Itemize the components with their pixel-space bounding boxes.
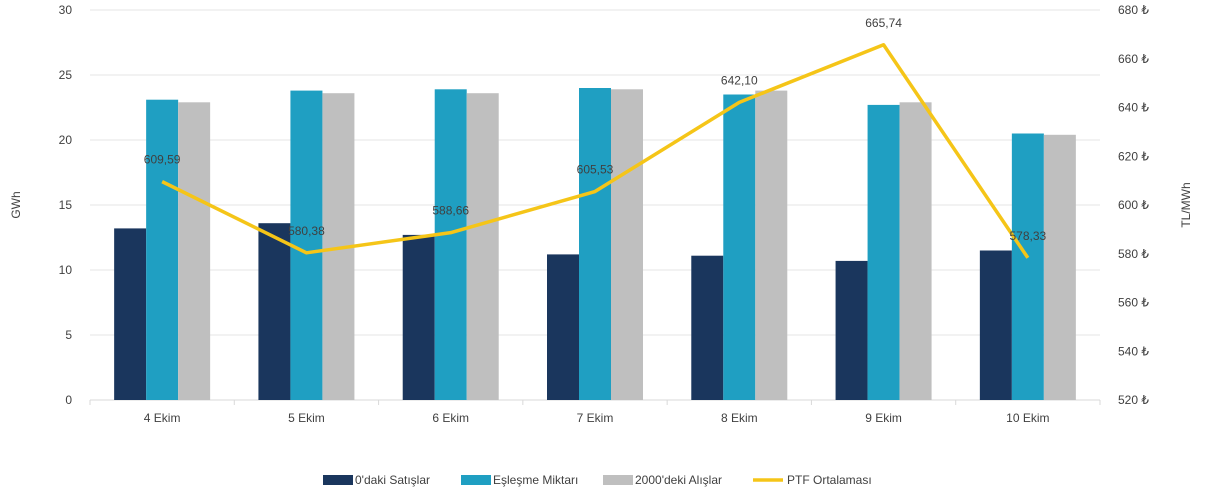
- data-label: 605,53: [577, 163, 614, 177]
- y2-tick-label: 580 ₺: [1118, 247, 1149, 261]
- x-axis: 4 Ekim 5 Ekim 6 Ekim 7 Ekim 8 Ekim 9 Ekim 10 E…: [89, 400, 1101, 425]
- bar: [114, 228, 147, 400]
- bar: [146, 99, 179, 400]
- legend-label: PTF Ortalaması: [787, 473, 872, 487]
- data-label: 588,66: [432, 204, 469, 218]
- bar: [466, 93, 499, 400]
- legend-label: 0'daki Satışlar: [355, 473, 430, 487]
- legend-swatch: [323, 475, 353, 485]
- y2-tick-label: 640 ₺: [1118, 101, 1149, 115]
- legend-swatch: [603, 475, 633, 485]
- y-tick-label: 5: [65, 328, 72, 342]
- y2-tick-label: 660 ₺: [1118, 52, 1149, 66]
- data-label: 609,59: [144, 153, 181, 167]
- data-label: 578,33: [1010, 229, 1047, 243]
- bar: [611, 89, 643, 401]
- y2-tick-label: 520 ₺: [1118, 393, 1149, 407]
- data-label: 665,74: [865, 16, 902, 30]
- y-tick-label: 20: [59, 133, 73, 147]
- y-axis-title: GWh: [9, 191, 23, 218]
- legend-label: Eşleşme Miktarı: [493, 473, 578, 487]
- bar: [723, 94, 756, 400]
- y2-tick-label: 560 ₺: [1118, 296, 1149, 310]
- legend-swatch: [461, 475, 491, 485]
- bar: [290, 90, 323, 400]
- x-tick-label: 7 Ekim: [577, 411, 614, 425]
- bar: [1011, 133, 1044, 400]
- y2-tick-label: 620 ₺: [1118, 149, 1149, 163]
- x-tick-label: 9 Ekim: [865, 411, 902, 425]
- data-label: 580,38: [288, 224, 325, 238]
- y2-tick-label: 540 ₺: [1118, 344, 1149, 358]
- y-axis-right: 520 ₺ 540 ₺ 560 ₺ 580 ₺ 600 ₺ 620 ₺ 640 ₺ 660 ₺…: [1118, 3, 1149, 407]
- y2-tick-label: 680 ₺: [1118, 3, 1149, 17]
- bar: [579, 88, 611, 400]
- y2-axis-title: TL/MWh: [1179, 182, 1193, 227]
- bar: [835, 260, 868, 400]
- y-tick-label: 10: [59, 263, 73, 277]
- bar: [899, 102, 932, 401]
- series-line: [161, 43, 1030, 259]
- x-tick-label: 4 Ekim: [144, 411, 181, 425]
- bar: [178, 102, 211, 401]
- y-tick-label: 30: [59, 3, 73, 17]
- x-tick-label: 8 Ekim: [721, 411, 758, 425]
- x-tick-label: 10 Ekim: [1006, 411, 1049, 425]
- bar: [867, 104, 900, 401]
- bar: [1043, 134, 1076, 401]
- y-tick-label: 25: [59, 68, 73, 82]
- y-tick-label: 0: [65, 393, 72, 407]
- bar: [258, 223, 291, 400]
- y2-tick-label: 600 ₺: [1118, 198, 1149, 212]
- bar: [979, 250, 1012, 400]
- bar: [691, 255, 724, 400]
- bars-layer: [114, 88, 1076, 401]
- line-layer: [161, 43, 1030, 259]
- x-tick-label: 6 Ekim: [432, 411, 469, 425]
- legend: 0'daki Satışlar Eşleşme Miktarı 2000'deki …: [323, 473, 872, 487]
- y-axis-left: 0 5 10 15 20 25 30: [59, 3, 73, 407]
- data-label: 642,10: [721, 73, 758, 87]
- legend-label: 2000'deki Alışlar: [635, 473, 722, 487]
- bar: [402, 234, 435, 400]
- bar: [755, 90, 788, 400]
- bar: [434, 89, 467, 401]
- y-tick-label: 15: [59, 198, 73, 212]
- x-tick-label: 5 Ekim: [288, 411, 325, 425]
- bar: [547, 254, 579, 400]
- data-labels-layer: 609,59 580,38 588,66 605,53 642,10 665,74 578,…: [144, 16, 1047, 243]
